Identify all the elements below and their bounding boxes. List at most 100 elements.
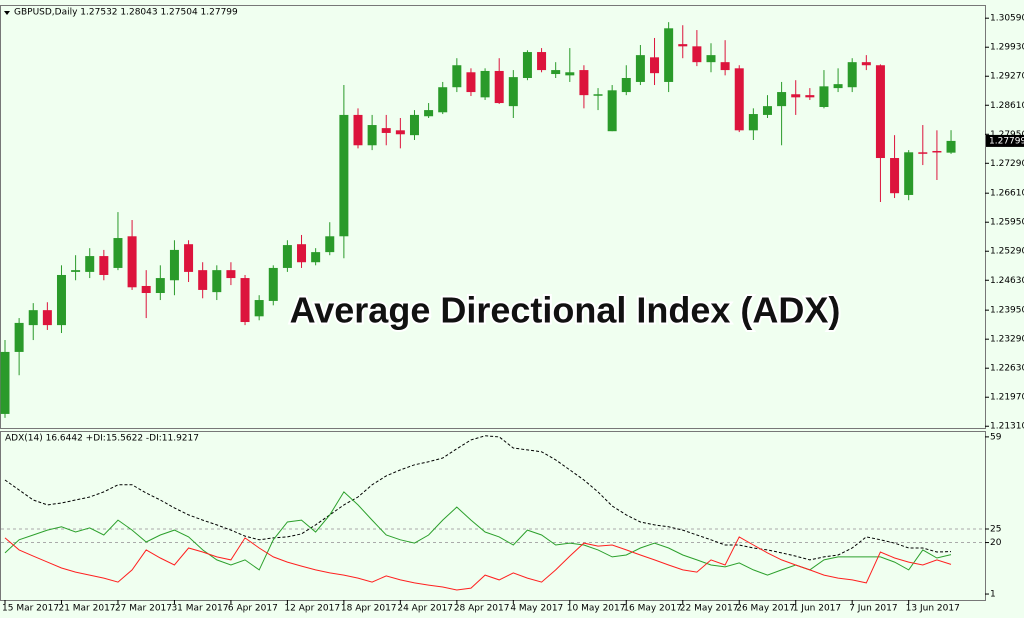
menu-arrow <box>4 11 10 15</box>
x-tick-label: 18 Apr 2017 <box>341 604 397 614</box>
y-tick-label: 1.30590 <box>990 14 1024 24</box>
y-tick-label: 1.28610 <box>990 101 1024 111</box>
indicator-line <box>4 435 952 561</box>
overlay-title: Average Directional Index (ADX) <box>290 290 841 331</box>
candle-body <box>127 236 137 288</box>
x-tick-label: 6 Apr 2017 <box>228 604 278 614</box>
candle-body <box>890 158 900 194</box>
candle-body <box>579 70 589 96</box>
indicator-line <box>4 536 952 591</box>
candle-body <box>339 114 349 237</box>
candle-body <box>353 114 363 146</box>
candle-body <box>311 252 321 263</box>
x-tick-label: 22 May 2017 <box>680 604 739 614</box>
chart-title: GBPUSD,Daily 1.27532 1.28043 1.27504 1.2… <box>14 8 238 18</box>
y-tick-label: 1.27950 <box>990 130 1024 140</box>
candle-body <box>522 52 532 78</box>
candle-body <box>381 128 391 133</box>
x-tick-label: 24 Apr 2017 <box>397 604 453 614</box>
candle-body <box>409 114 419 136</box>
candle-body <box>0 351 10 414</box>
candle-body <box>875 65 885 159</box>
candle-body <box>325 236 335 253</box>
candle-body <box>494 70 504 104</box>
candle-body <box>805 95 815 98</box>
candle-body <box>466 72 476 93</box>
x-tick-label: 26 May 2017 <box>736 604 795 614</box>
candle-body <box>777 92 787 107</box>
candle-body <box>226 270 236 279</box>
candle-body <box>28 310 38 326</box>
y2-tick-label: 1 <box>990 590 996 600</box>
candle-body <box>762 106 772 115</box>
y2-tick-label: 20 <box>990 538 1002 548</box>
y-tick-label: 1.25950 <box>990 218 1024 228</box>
candle-body <box>99 256 109 275</box>
y-tick-label: 1.29270 <box>990 72 1024 82</box>
candle-body <box>551 70 561 75</box>
candle-body <box>692 46 702 63</box>
x-tick-label: 16 May 2017 <box>623 604 682 614</box>
candle-body <box>212 270 222 293</box>
x-tick-label: 10 May 2017 <box>567 604 626 614</box>
indicator-title: ADX(14) 16.6442 +DI:15.5622 -DI:11.9217 <box>5 434 199 444</box>
candle-body <box>748 114 758 131</box>
x-tick-label: 27 Mar 2017 <box>115 604 172 614</box>
candle-body <box>268 267 278 301</box>
y-tick-label: 1.26610 <box>990 189 1024 199</box>
candle-body <box>254 300 264 317</box>
candle-body <box>14 322 24 352</box>
candle-body <box>565 72 575 76</box>
y2-tick-label: 59 <box>990 432 1002 442</box>
candle-body <box>593 94 603 96</box>
candle-body <box>621 77 631 93</box>
candle-body <box>240 278 250 323</box>
candle-body <box>71 270 81 272</box>
candle-body <box>424 110 434 117</box>
candle-body <box>664 28 674 82</box>
x-tick-label: 28 Apr 2017 <box>454 604 510 614</box>
candle-body <box>904 152 914 195</box>
candle-body <box>169 249 179 281</box>
candle-body <box>141 285 151 294</box>
candle-body <box>537 52 547 71</box>
candle-body <box>85 256 95 272</box>
x-tick-label: 15 Mar 2017 <box>2 604 59 614</box>
candle-body <box>847 62 857 88</box>
x-tick-label: 13 Jun 2017 <box>906 604 960 614</box>
y-tick-label: 1.25290 <box>990 247 1024 257</box>
candle-body <box>819 86 829 108</box>
candle-body <box>607 90 617 132</box>
candle-body <box>42 310 52 326</box>
x-tick-label: 4 May 2017 <box>510 604 563 614</box>
candle-body <box>480 70 490 98</box>
candle-body <box>706 55 716 63</box>
y-tick-label: 1.23290 <box>990 335 1024 345</box>
candle-body <box>198 270 208 290</box>
indicator-frame <box>0 431 986 601</box>
x-tick-label: 1 Jun 2017 <box>793 604 841 614</box>
candle-body <box>452 65 462 88</box>
x-tick-label: 31 Mar 2017 <box>171 604 228 614</box>
candle-body <box>282 245 292 268</box>
candle-body <box>56 274 66 326</box>
price-tag-label: 1.27799 <box>989 136 1024 146</box>
x-tick-label: 7 Jun 2017 <box>849 604 897 614</box>
y-tick-label: 1.22630 <box>990 364 1024 374</box>
candle-body <box>678 44 688 47</box>
price-tag <box>986 134 1024 147</box>
y-tick-label: 1.29930 <box>990 43 1024 53</box>
x-tick-label: 21 Mar 2017 <box>58 604 115 614</box>
candle-body <box>791 94 801 98</box>
candle-body <box>184 244 194 272</box>
y2-tick-label: 25 <box>990 525 1001 535</box>
y-tick-label: 1.23950 <box>990 306 1024 316</box>
y-tick-label: 1.27290 <box>990 159 1024 169</box>
y-tick-label: 1.24630 <box>990 276 1024 286</box>
candle-body <box>720 62 730 71</box>
indicator-line <box>4 491 952 576</box>
candle-body <box>833 84 843 89</box>
candle-body <box>438 87 448 113</box>
candle-body <box>918 152 928 154</box>
